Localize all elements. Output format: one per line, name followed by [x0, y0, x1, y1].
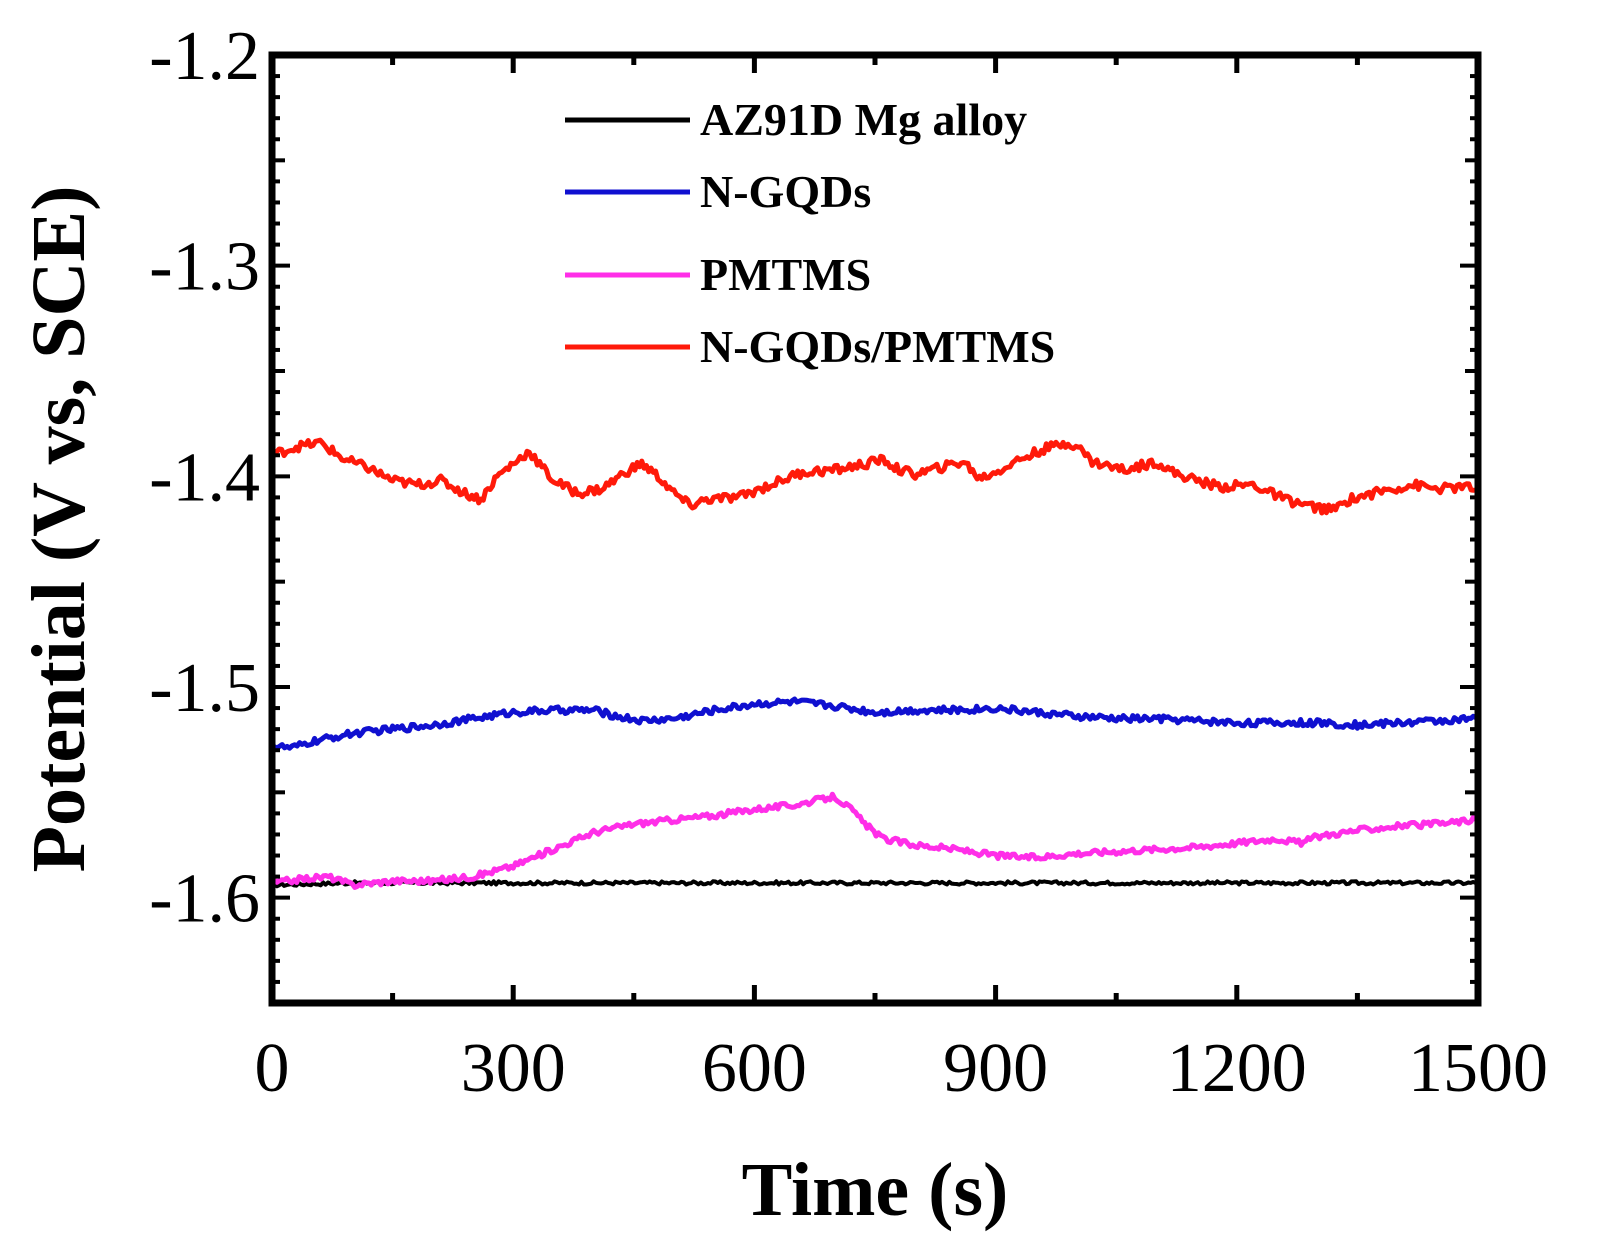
y-tick-label: -1.5 [149, 650, 260, 727]
ticks-layer [269, 53, 1481, 1005]
legend: AZ91D Mg alloy N-GQDs PMTMS N-GQDs/PMTMS [565, 94, 1055, 372]
legend-label-az91d: AZ91D Mg alloy [700, 94, 1027, 145]
series-line-n-gqds-pmtms [271, 437, 1480, 516]
x-tick-label: 1500 [1408, 1030, 1548, 1107]
legend-label-n-gqds-pmtms: N-GQDs/PMTMS [700, 321, 1055, 372]
legend-label-n-gqds: N-GQDs [700, 166, 871, 217]
y-tick-label: -1.3 [149, 229, 260, 306]
y-axis-title: Potential (V vs, SCE) [17, 186, 101, 873]
series-layer [269, 437, 1480, 890]
series-line-pmtms [269, 791, 1479, 890]
legend-label-pmtms: PMTMS [700, 249, 871, 300]
series-line-n-gqds [270, 696, 1480, 751]
x-tick-label: 600 [702, 1030, 807, 1107]
tick-labels-layer: 0 300 600 900 1200 1500 -1.6 -1.5 -1.4 -1.3 -1.2 [149, 18, 1548, 1107]
x-tick-label: 300 [461, 1030, 566, 1107]
series-line-az91d-mg-alloy [271, 879, 1478, 889]
x-tick-label: 900 [943, 1030, 1048, 1107]
x-tick-label: 0 [255, 1030, 290, 1107]
x-axis-title: Time (s) [742, 1148, 1009, 1232]
y-tick-label: -1.2 [149, 18, 260, 95]
plot-area-frame [268, 51, 1482, 1007]
y-tick-label: -1.6 [149, 861, 260, 938]
y-tick-label: -1.4 [149, 439, 260, 516]
x-tick-label: 1200 [1167, 1030, 1307, 1107]
